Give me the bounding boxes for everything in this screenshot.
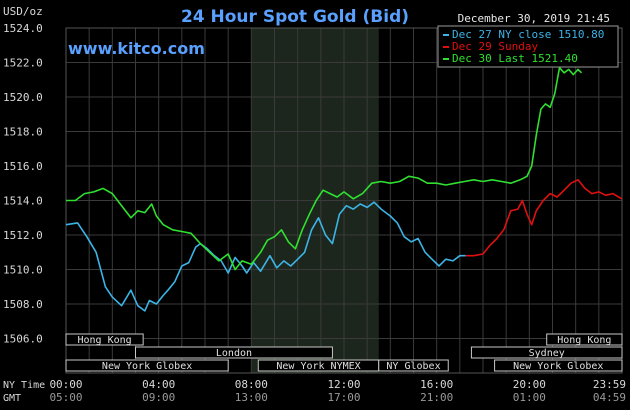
session-label: Hong Kong: [557, 335, 611, 346]
legend-label: Dec 29 Sunday: [452, 40, 538, 53]
session-label: Hong Kong: [77, 335, 131, 346]
y-tick-label: 1508.0: [3, 298, 43, 311]
session-label: New York NYMEX: [276, 361, 360, 372]
x-tick-label-gmt: 01:00: [513, 391, 546, 404]
session-label: Sydney: [529, 348, 565, 359]
session-box: [135, 346, 333, 359]
session-label: NY Globex: [386, 361, 440, 372]
series-line-2: [465, 179, 623, 257]
series-line-3: [66, 66, 583, 271]
x-tick-label-gmt: 17:00: [327, 391, 360, 404]
x-tick-label-ny: 23:59: [593, 378, 626, 391]
session-label: London: [216, 348, 252, 359]
y-tick-label: 1506.0: [3, 333, 43, 346]
x-tick-label-ny: 16:00: [420, 378, 453, 391]
x-tick-label-gmt: 05:00: [49, 391, 82, 404]
x-tick-label-gmt: 04:59: [593, 391, 626, 404]
session-box: [65, 333, 144, 346]
x-tick-label-ny: 20:00: [513, 378, 546, 391]
y-tick-label: 1518.0: [3, 126, 43, 139]
session-box: [65, 359, 229, 372]
session-box: [378, 359, 449, 372]
timestamp: December 30, 2019 21:45: [458, 12, 610, 25]
session-label: New York Globex: [513, 361, 603, 372]
session-box: [546, 333, 623, 346]
legend-label: Dec 30 Last 1521.40: [452, 52, 578, 65]
session-box: [494, 359, 623, 372]
x-tick-label-ny: 08:00: [235, 378, 268, 391]
watermark: www.kitco.com: [68, 39, 205, 58]
x-axis2-name: GMT: [3, 393, 21, 404]
y-tick-label: 1514.0: [3, 195, 43, 208]
session-label: New York Globex: [102, 361, 192, 372]
x-tick-label-gmt: 13:00: [235, 391, 268, 404]
series-line-1: [65, 201, 466, 312]
x-tick-label-ny: 04:00: [142, 378, 175, 391]
legend-box: [437, 25, 619, 68]
x-tick-label-ny: 00:00: [49, 378, 82, 391]
x-tick-label-gmt: 21:00: [420, 391, 453, 404]
x-tick-label-gmt: 09:00: [142, 391, 175, 404]
y-tick-label: 1512.0: [3, 229, 43, 242]
x-axis-name: NY Time: [3, 380, 45, 391]
session-box: [470, 346, 623, 359]
y-tick-label: 1510.0: [3, 264, 43, 277]
y-tick-label: 1520.0: [3, 91, 43, 104]
legend-label: Dec 27 NY close 1510.80: [452, 28, 604, 41]
y-tick-label: 1522.0: [3, 57, 43, 70]
y-tick-label: 1516.0: [3, 160, 43, 173]
x-tick-label-ny: 12:00: [327, 378, 360, 391]
y-tick-label: 1524.0: [3, 22, 43, 35]
chart-title: 24 Hour Spot Gold (Bid): [181, 7, 409, 27]
y-axis-label: USD/oz: [3, 5, 43, 18]
